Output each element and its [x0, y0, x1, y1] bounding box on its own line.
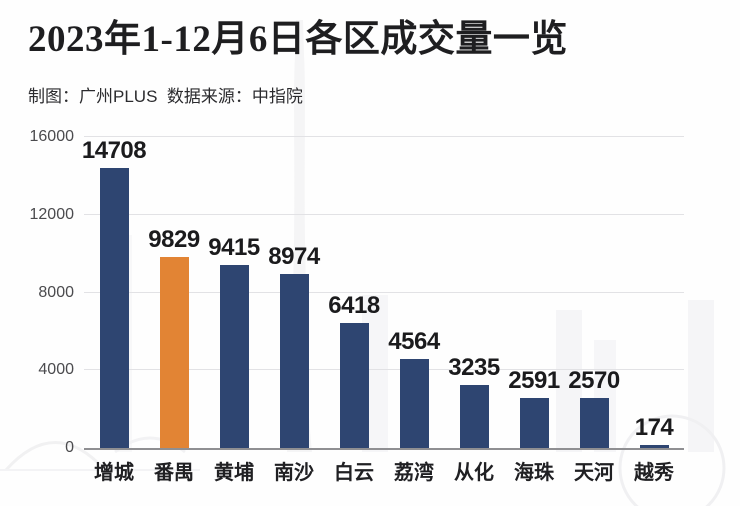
bar-column-5: 6418 白云 — [324, 137, 384, 484]
bar — [99, 168, 129, 448]
x-category-label: 增城 — [94, 462, 134, 484]
bar — [579, 398, 609, 448]
bar-value-label: 6418 — [328, 292, 380, 320]
bar — [339, 323, 369, 448]
x-category-label: 从化 — [454, 462, 494, 484]
bar-value-label: 3235 — [448, 354, 500, 382]
y-axis-tick-labels: 0 4000 8000 12000 16000 — [0, 128, 75, 456]
bar-value-label: 2570 — [568, 367, 620, 395]
bar-value-label: 8974 — [268, 242, 320, 270]
y-tick-label-8000: 8000 — [38, 283, 74, 301]
gridline-12000 — [84, 213, 684, 215]
bar-column-6: 4564 荔湾 — [384, 137, 444, 484]
page-title: 2023年1-12月6日各区成交量一览 — [28, 19, 568, 60]
bar — [399, 359, 429, 448]
bar-column-7: 3235 从化 — [444, 137, 504, 484]
bar-value-label: 9829 — [148, 225, 200, 253]
plot-area: 14708 增城 9829 番禺 9415 黄埔 8974 南沙 6418 白云 4564 荔湾 323… — [81, 136, 684, 484]
bar — [219, 265, 249, 448]
bar-value-label: 9415 — [208, 234, 260, 261]
y-tick-label-12000: 12000 — [29, 205, 75, 223]
chart-credits: 制图：广州PLUS 数据来源：中指院 — [28, 87, 303, 106]
y-tick-label-4000: 4000 — [38, 361, 74, 379]
y-tick-label-0: 0 — [65, 439, 74, 456]
bar-column-8: 2591 海珠 — [504, 137, 564, 484]
bar-column-10: 174 越秀 — [624, 137, 684, 484]
x-category-label: 越秀 — [634, 462, 674, 484]
bar — [279, 273, 309, 448]
x-category-label: 海珠 — [514, 462, 554, 484]
bar-value-label: 14708 — [81, 137, 147, 164]
bar-value-label: 4564 — [388, 328, 440, 356]
y-tick-label-16000: 16000 — [29, 128, 75, 145]
bar-value-label: 174 — [634, 413, 674, 441]
x-category-label: 天河 — [574, 462, 614, 484]
bar-column-1: 14708 增城 — [81, 137, 147, 484]
gridline-8000 — [84, 291, 684, 293]
x-category-label: 荔湾 — [394, 462, 434, 484]
x-category-label: 番禺 — [154, 462, 194, 484]
bar — [459, 385, 489, 448]
bar-value-label: 2591 — [508, 366, 560, 394]
x-category-label: 南沙 — [274, 462, 314, 484]
gridline-4000 — [84, 369, 684, 371]
x-category-label: 黄埔 — [214, 462, 254, 484]
bar-highlighted — [159, 256, 189, 448]
gridline-16000 — [84, 136, 684, 137]
bar-column-3: 9415 黄埔 — [204, 137, 264, 484]
x-category-label: 白云 — [334, 462, 374, 484]
bar-column-9: 2570 天河 — [564, 137, 624, 484]
bar — [639, 444, 669, 448]
bar-column-4: 8974 南沙 — [264, 137, 324, 484]
bar — [519, 397, 549, 448]
bar-column-2: 9829 番禺 — [144, 137, 204, 484]
